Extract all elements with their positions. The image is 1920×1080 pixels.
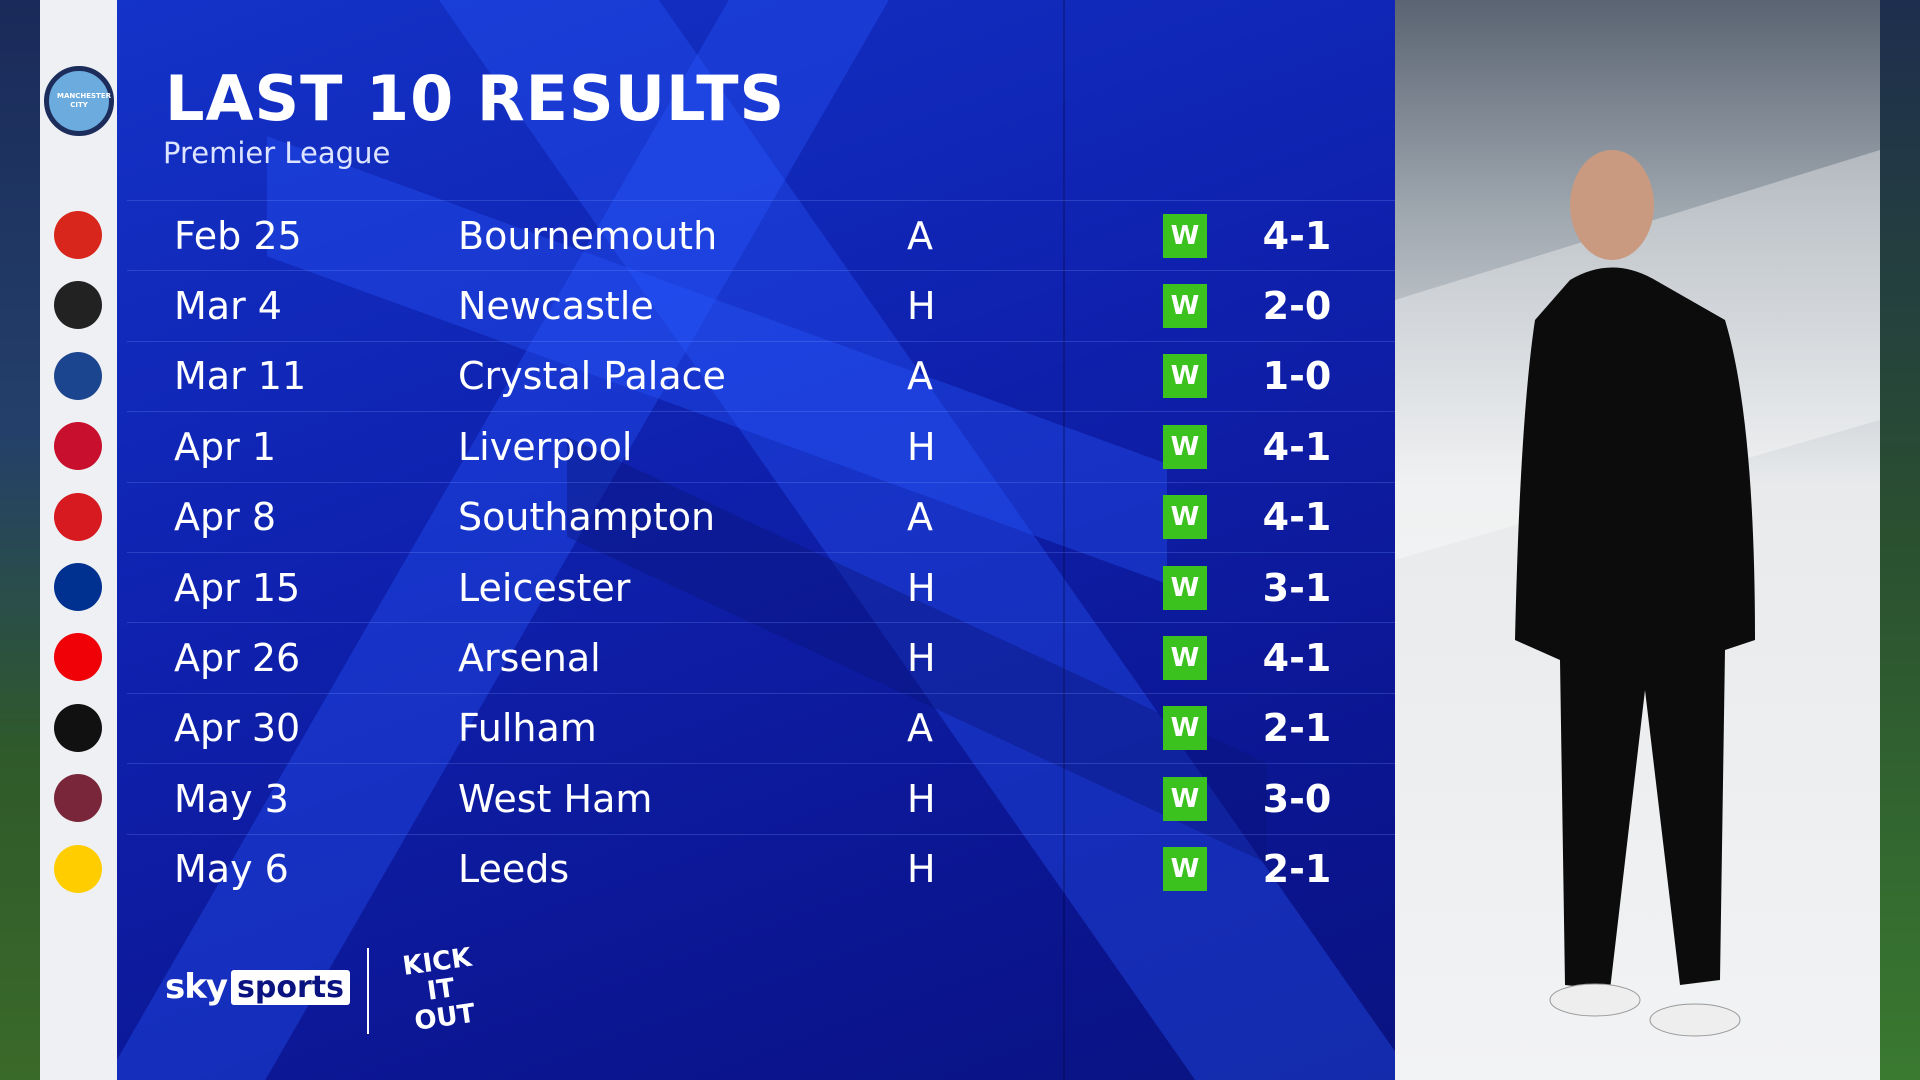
result-badge: W <box>1163 776 1207 821</box>
opponent-name: Liverpool <box>458 424 633 469</box>
result-badge: W <box>1163 847 1207 892</box>
match-date: Apr 30 <box>174 706 301 751</box>
result-row: Mar 11 Crystal Palace A W 1-0 <box>127 340 1395 411</box>
team-name: Manchester City <box>57 92 112 109</box>
result-badge: W <box>1163 495 1207 540</box>
opponent-crest-icon <box>54 774 102 823</box>
result-row: Apr 30 Fulham A W 2-1 <box>127 692 1395 763</box>
score: 3-1 <box>1262 565 1332 610</box>
page-title: LAST 10 RESULTS <box>165 62 786 135</box>
score: 4-1 <box>1262 635 1332 680</box>
result-row: May 6 Leeds H W 2-1 <box>127 833 1395 904</box>
result-row: Apr 1 Liverpool H W 4-1 <box>127 411 1395 481</box>
score: 2-0 <box>1262 283 1332 328</box>
score: 2-1 <box>1262 847 1332 892</box>
score: 2-1 <box>1262 706 1332 751</box>
match-date: Mar 11 <box>174 354 307 399</box>
opponent-name: West Ham <box>458 776 653 821</box>
match-date: Feb 25 <box>174 213 302 258</box>
venue: H <box>907 283 936 328</box>
column-divider <box>1063 0 1065 1080</box>
result-row: May 3 West Ham H W 3-0 <box>127 763 1395 833</box>
venue: A <box>907 213 933 258</box>
score: 4-1 <box>1262 495 1332 540</box>
result-badge: W <box>1163 283 1207 328</box>
opponent-crest-icon <box>54 211 102 259</box>
opponent-name: Southampton <box>458 495 716 540</box>
match-date: May 6 <box>174 847 289 892</box>
sky-text: sky <box>165 967 228 1007</box>
results-panel: LAST 10 RESULTS Premier League Feb 25 Bo… <box>117 0 1395 1080</box>
venue: H <box>907 565 936 610</box>
result-badge: W <box>1163 706 1207 751</box>
opponent-crest-icon <box>54 422 102 471</box>
opponent-crest-icon <box>54 492 102 541</box>
venue: H <box>907 635 936 680</box>
result-badge: W <box>1163 565 1207 610</box>
sky-sports-logo: sky sports <box>165 967 350 1007</box>
result-row: Apr 8 Southampton A W 4-1 <box>127 481 1395 552</box>
stadium-background-left <box>0 0 40 1080</box>
match-date: Apr 8 <box>174 495 276 540</box>
match-date: Apr 15 <box>174 565 301 610</box>
opponent-name: Fulham <box>458 706 597 751</box>
opponent-crest-icon <box>54 563 102 611</box>
venue: A <box>907 354 933 399</box>
result-badge: W <box>1163 354 1207 399</box>
venue: A <box>907 706 933 751</box>
opponent-name: Newcastle <box>458 283 654 328</box>
venue: H <box>907 847 936 892</box>
score: 4-1 <box>1262 424 1332 469</box>
score: 4-1 <box>1262 213 1332 258</box>
match-date: Apr 26 <box>174 635 301 680</box>
result-badge: W <box>1163 213 1207 258</box>
match-date: Mar 4 <box>174 283 282 328</box>
opponent-name: Leicester <box>458 565 631 610</box>
result-row: Apr 26 Arsenal H W 4-1 <box>127 622 1395 692</box>
kick-it-out-logo: KICK IT OUT <box>400 942 478 1037</box>
opponent-name: Leeds <box>458 847 570 892</box>
sports-text: sports <box>231 969 350 1005</box>
result-badge: W <box>1163 635 1207 680</box>
result-row: Apr 15 Leicester H W 3-1 <box>127 552 1395 622</box>
score: 1-0 <box>1262 354 1332 399</box>
result-row: Feb 25 Bournemouth A W 4-1 <box>127 200 1395 270</box>
competition-subtitle: Premier League <box>163 136 391 170</box>
match-date: Apr 1 <box>174 424 276 469</box>
result-row: Mar 4 Newcastle H W 2-0 <box>127 270 1395 340</box>
result-badge: W <box>1163 424 1207 469</box>
opponent-crest-icon <box>54 281 102 330</box>
venue: A <box>907 495 933 540</box>
venue: H <box>907 424 936 469</box>
opponent-name: Crystal Palace <box>458 354 726 399</box>
crest-sidebar: Manchester City <box>40 0 117 1080</box>
manager-photo <box>1395 0 1880 1080</box>
score: 3-0 <box>1262 776 1332 821</box>
opponent-name: Bournemouth <box>458 213 718 258</box>
manager-figure <box>1395 150 1880 1037</box>
opponent-crest-icon <box>54 633 102 682</box>
venue: H <box>907 776 936 821</box>
man-city-crest-icon: Manchester City <box>44 66 114 136</box>
opponent-name: Arsenal <box>458 635 601 680</box>
stadium-background-right <box>1880 0 1920 1080</box>
opponent-crest-icon <box>54 844 102 893</box>
logo-divider <box>367 948 369 1034</box>
match-date: May 3 <box>174 776 289 821</box>
opponent-crest-icon <box>54 351 102 400</box>
opponent-crest-icon <box>54 703 102 752</box>
